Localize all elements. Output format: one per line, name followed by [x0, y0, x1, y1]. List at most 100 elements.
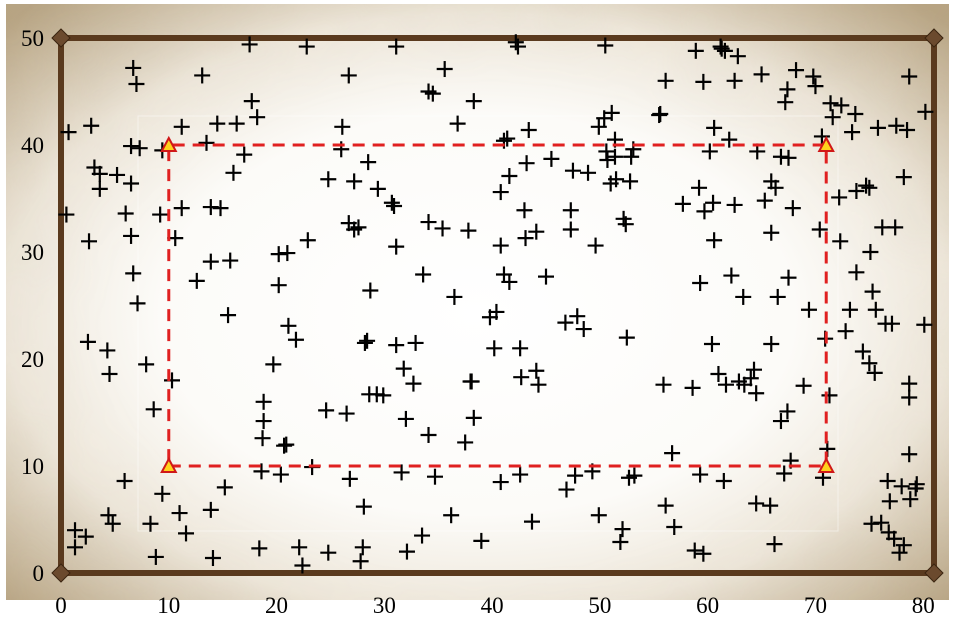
data-point [587, 237, 604, 254]
data-point [420, 426, 437, 443]
data-point [784, 200, 801, 217]
data-point [340, 67, 357, 84]
data-point [614, 521, 631, 538]
data-point [513, 369, 530, 386]
x-tick-label: 80 [912, 593, 935, 618]
data-point [766, 536, 783, 553]
data-point [881, 493, 898, 510]
data-point [597, 37, 614, 54]
data-point [864, 283, 881, 300]
data-point [657, 497, 674, 514]
data-point [334, 118, 351, 135]
data-point [123, 227, 140, 244]
data-point [220, 307, 237, 324]
data-point [862, 244, 879, 260]
data-point [291, 539, 308, 556]
frame-corner-diamond-3 [51, 28, 71, 48]
data-point [869, 119, 886, 136]
data-point [848, 183, 865, 200]
data-point [492, 184, 509, 201]
data-point [270, 277, 287, 294]
data-point [569, 308, 586, 325]
data-point [599, 151, 616, 168]
data-point [360, 154, 377, 171]
data-point [446, 288, 463, 305]
data-point [188, 272, 205, 289]
data-point [278, 436, 295, 453]
frame-corner-diamond-1 [924, 563, 944, 583]
data-point [60, 124, 77, 141]
dashed-rectangle [167, 143, 828, 468]
data-point [841, 301, 858, 318]
data-point [512, 340, 529, 357]
data-point [684, 379, 701, 396]
data-point [779, 403, 796, 420]
data-point [212, 200, 229, 217]
data-point [608, 171, 625, 188]
data-point [236, 146, 253, 163]
data-point [590, 118, 607, 135]
data-point [580, 164, 597, 181]
data-point [780, 149, 797, 166]
data-point [516, 202, 533, 219]
data-point [486, 340, 503, 357]
data-point [129, 295, 146, 312]
data-point [701, 143, 718, 160]
data-point [807, 78, 824, 95]
data-point [198, 134, 215, 151]
data-point [341, 470, 358, 487]
data-point [861, 179, 878, 196]
rectangle-corner-triangle-0 [160, 456, 178, 473]
data-point [558, 481, 575, 498]
y-tick-label: 50 [21, 26, 44, 51]
data-point [109, 166, 126, 183]
data-point [518, 155, 535, 172]
data-point [501, 273, 518, 290]
data-point [887, 219, 904, 236]
data-point [538, 268, 554, 285]
data-point [131, 140, 148, 157]
data-point [901, 375, 918, 392]
data-point [243, 93, 260, 110]
data-point [202, 501, 219, 518]
data-point [899, 122, 916, 139]
x-tick-label: 50 [588, 593, 611, 618]
data-point [255, 413, 272, 430]
data-point [666, 518, 683, 535]
data-point [687, 42, 704, 59]
data-point [202, 253, 219, 270]
data-point [415, 266, 432, 283]
data-point [832, 233, 849, 250]
data-point [523, 513, 540, 530]
data-point [265, 356, 282, 373]
data-point [473, 532, 490, 549]
data-point [123, 138, 140, 155]
data-point [908, 476, 925, 493]
data-point [320, 171, 337, 188]
data-point [567, 467, 584, 484]
data-point [255, 393, 272, 410]
data-point [173, 200, 190, 217]
data-point [465, 93, 482, 110]
data-point [465, 409, 482, 426]
data-point [777, 94, 794, 111]
data-point [147, 548, 164, 565]
data-point [346, 173, 363, 190]
data-point [562, 221, 579, 238]
data-point [101, 365, 118, 382]
y-tick-label: 40 [21, 133, 44, 158]
data-point [354, 539, 371, 556]
data-point [362, 282, 379, 299]
data-point [655, 376, 672, 393]
data-point [831, 189, 848, 206]
data-point [821, 387, 838, 404]
data-point [386, 197, 403, 214]
data-point [837, 323, 854, 340]
data-point [564, 162, 581, 179]
data-point [216, 479, 233, 496]
data-point [779, 81, 796, 98]
data-point [100, 507, 117, 524]
frame-corner-markers [51, 28, 944, 583]
data-point [279, 245, 296, 262]
data-point [873, 514, 890, 531]
